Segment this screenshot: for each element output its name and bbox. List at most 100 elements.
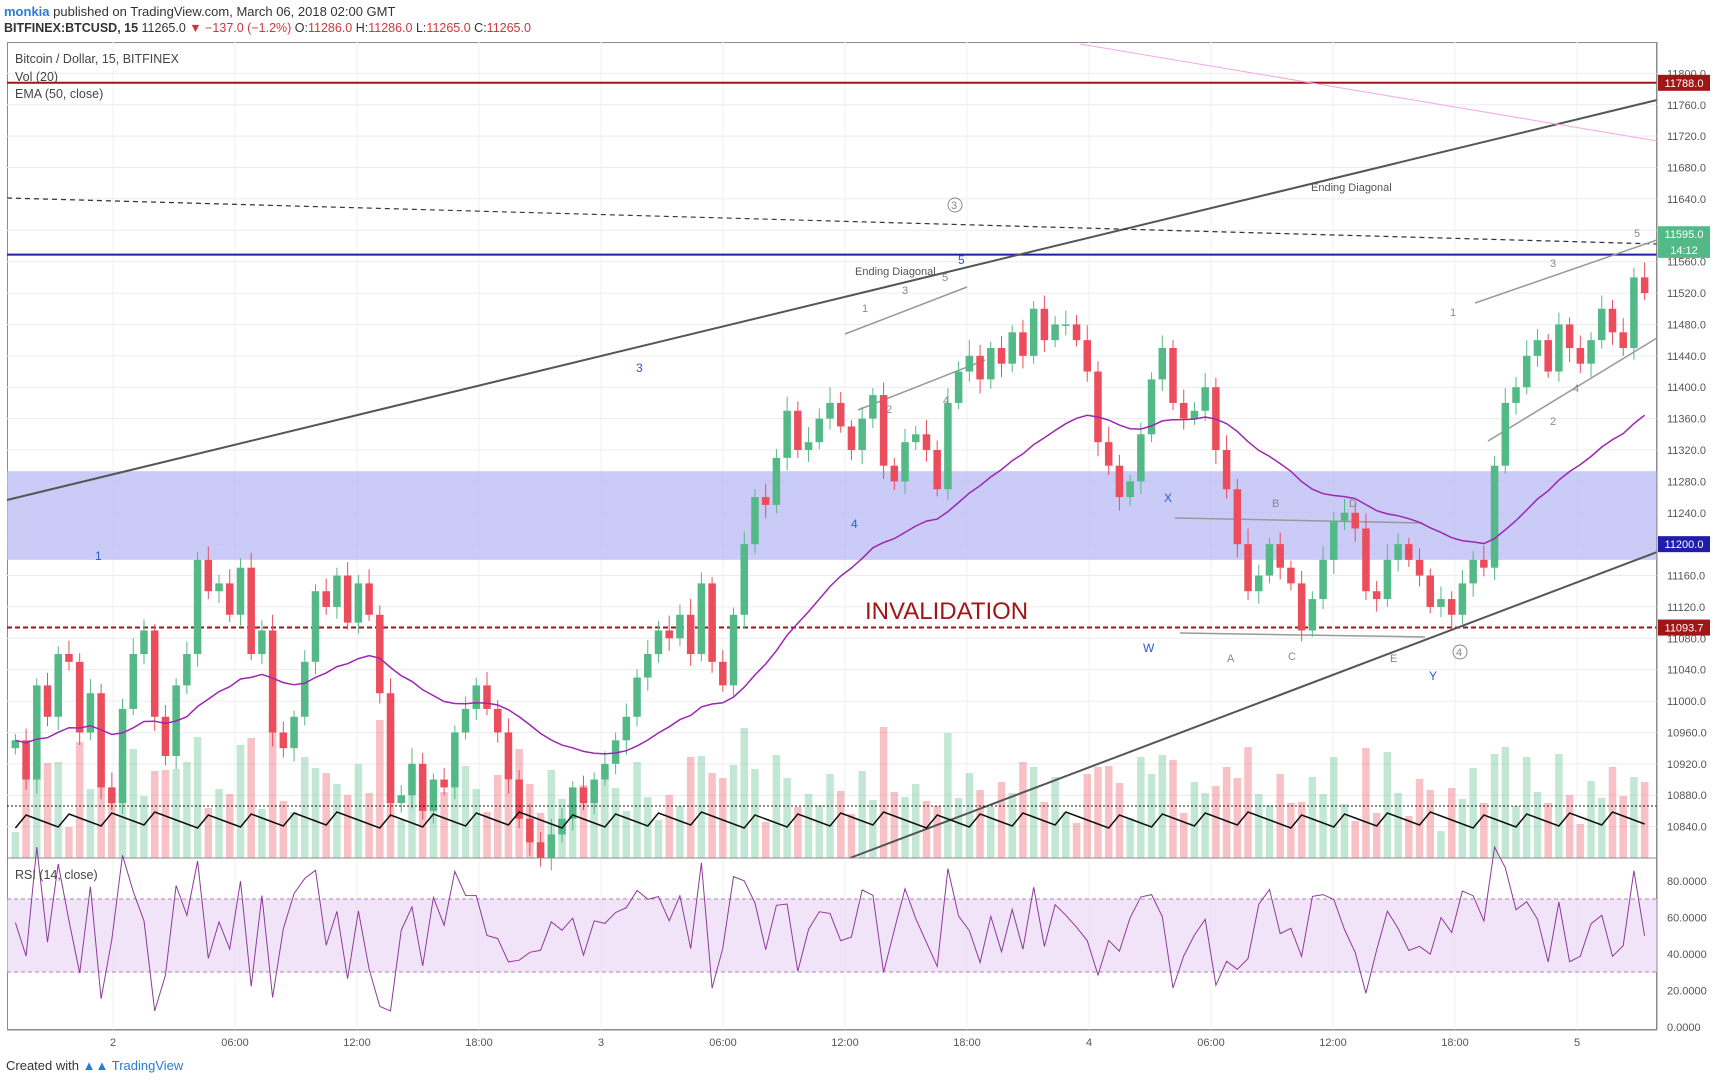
volume-bar [1147, 774, 1156, 858]
price-tick-label: 11360.0 [1667, 414, 1706, 426]
volume-bar [761, 822, 770, 858]
time-tick-label: 5 [1574, 1037, 1580, 1049]
volume-bar [933, 806, 941, 858]
candle-body [1405, 544, 1413, 560]
volume-bar [408, 765, 416, 858]
volume-bar [11, 832, 20, 858]
volume-bar [1630, 777, 1638, 858]
rsi-tick-label: 20.0000 [1667, 986, 1707, 998]
time-tick-label: 18:00 [465, 1037, 493, 1049]
lower-channel-line [849, 551, 1658, 859]
rsi-line [14, 845, 1646, 1012]
candle-body [1287, 567, 1295, 584]
upper-channel-line [6, 99, 1658, 501]
price-tick-label: 11120.0 [1667, 602, 1705, 614]
symbol-line: BITFINEX:BTCUSD, 15 11265.0 ▼ −137.0 (−1… [4, 21, 531, 35]
candle-body [1351, 512, 1359, 529]
volume-bar [783, 778, 791, 858]
candle-body [976, 355, 984, 380]
volume-bar [504, 780, 513, 858]
time-tick-label: 06:00 [221, 1037, 249, 1049]
price-tag-label: 11093.7 [1665, 623, 1704, 635]
grid-lines [7, 42, 1657, 1030]
volume-bar [472, 789, 481, 858]
candle-body [922, 434, 931, 450]
volume-bar [311, 768, 320, 858]
volume-bar [1437, 831, 1445, 858]
wave-label: 2 [886, 404, 892, 416]
wave-label: 3 [1550, 258, 1556, 270]
wave-label: 5 [942, 272, 948, 284]
volume-bar [622, 811, 631, 858]
volume-bar [247, 738, 255, 858]
candle-body [1008, 332, 1016, 364]
price-tag-label: 11595.0 [1665, 229, 1704, 241]
candle-body [826, 402, 834, 419]
publish-info: published on TradingView.com, March 06, … [53, 4, 396, 19]
candle-body [654, 630, 663, 654]
author-link[interactable]: monkia [4, 4, 50, 19]
diag2-upper [1474, 239, 1658, 304]
candle-body [504, 732, 513, 780]
price-tick-label: 11520.0 [1667, 288, 1706, 300]
ema-line [15, 414, 1646, 755]
candle-body [1040, 308, 1049, 341]
volume-bar [976, 790, 984, 858]
time-tick-label: 12:00 [1319, 1037, 1347, 1049]
footer-brand[interactable]: TradingView [111, 1058, 184, 1073]
chart-header: monkia published on TradingView.com, Mar… [0, 0, 1715, 40]
volume-bar [1244, 747, 1252, 858]
time-tick-label: 12:00 [343, 1037, 371, 1049]
volume-bar [204, 808, 213, 858]
price-change: ▼ −137.0 (−1.2%) [189, 21, 292, 35]
volume-bar [1169, 760, 1177, 858]
candle-body [697, 583, 706, 654]
volume-bar [279, 801, 288, 858]
volume-bar [719, 778, 727, 858]
volume-bar [1297, 802, 1306, 858]
candle-body [719, 661, 727, 686]
volume-bar [858, 771, 866, 858]
price-tag-bg [1658, 241, 1710, 258]
triangle-lower [1179, 632, 1426, 638]
volume-bar [997, 782, 1006, 858]
candle-body [1147, 379, 1156, 435]
volume-bar [1126, 818, 1134, 858]
wave-label: 5 [958, 253, 965, 267]
candle-body [987, 348, 995, 380]
candle-body [665, 630, 673, 639]
price-tick-label: 11640.0 [1667, 194, 1706, 206]
volume-bar [697, 756, 706, 858]
candle-body [268, 630, 277, 733]
candle-body [1565, 324, 1574, 348]
volume-bar [290, 812, 298, 858]
volume-bar [1201, 793, 1209, 858]
candle-body [526, 818, 534, 843]
volume-bar [676, 806, 684, 858]
candle-body [568, 787, 577, 819]
candle-body [451, 732, 459, 788]
candle-body [1051, 324, 1059, 341]
publish-line: monkia published on TradingView.com, Mar… [4, 4, 395, 19]
candle-body [686, 614, 695, 654]
candle-body [1126, 481, 1134, 498]
candle-body [150, 630, 159, 717]
volume-bar [1490, 754, 1499, 858]
rsi-tick-label: 40.0000 [1667, 949, 1707, 961]
volume-bar [1340, 804, 1349, 858]
volume-bar [568, 810, 577, 858]
candle-body [590, 779, 598, 804]
candle-body [1222, 450, 1231, 490]
candle-body [772, 457, 781, 505]
candle-body [1437, 599, 1445, 607]
candle-body [1062, 324, 1070, 326]
wave-label: C [1288, 651, 1296, 663]
candle-body [1158, 348, 1167, 380]
volume-bar [440, 792, 448, 858]
candle-body [472, 685, 481, 709]
candle-body [204, 559, 213, 592]
time-tick-label: 4 [1086, 1037, 1092, 1049]
price-tick-label: 11000.0 [1667, 696, 1706, 708]
candle-body [333, 575, 341, 607]
